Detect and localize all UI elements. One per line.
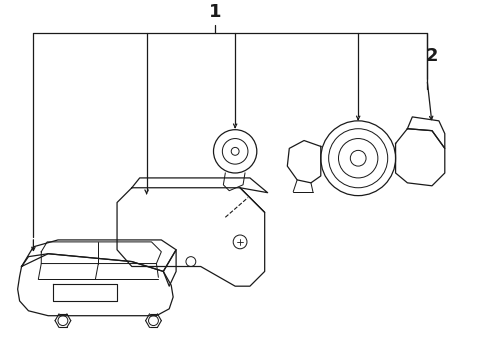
Text: 2: 2 bbox=[426, 47, 438, 65]
Text: 1: 1 bbox=[209, 4, 221, 22]
